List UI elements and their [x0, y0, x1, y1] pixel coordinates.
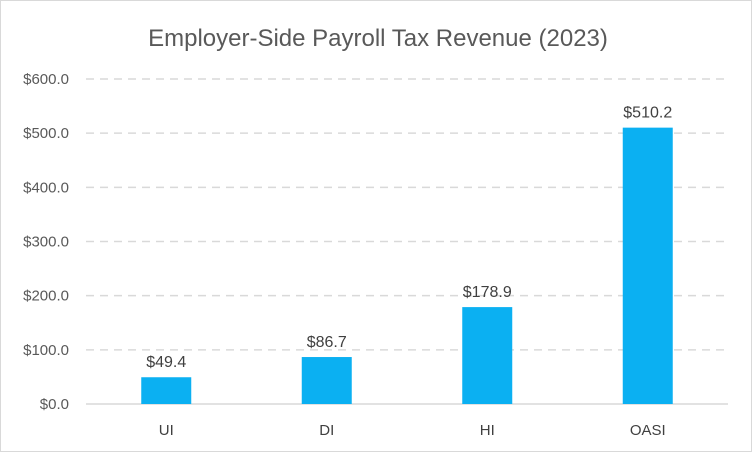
- data-label: $86.7: [307, 334, 347, 351]
- gridlines: [86, 78, 728, 351]
- y-tick-label: $500.0: [23, 125, 69, 142]
- x-category-label: HI: [480, 422, 495, 439]
- data-label: $178.9: [463, 284, 512, 301]
- x-category-label: UI: [159, 422, 174, 439]
- bar: [462, 307, 513, 404]
- data-label: $510.2: [623, 105, 672, 122]
- data-labels: $49.4 $86.7 $178.9 $510.2: [146, 105, 672, 372]
- x-axis-categories: UI DI HI OASI: [159, 422, 666, 439]
- y-tick-label: $400.0: [23, 179, 69, 196]
- x-category-label: DI: [319, 422, 334, 439]
- bar: [141, 377, 192, 404]
- y-axis-ticks: $0.0 $100.0 $200.0 $300.0 $400.0 $500.0 $600.0: [23, 71, 69, 413]
- bar: [301, 357, 352, 404]
- y-tick-label: $300.0: [23, 234, 69, 251]
- y-tick-label: $0.0: [40, 396, 69, 413]
- y-tick-label: $600.0: [23, 71, 69, 88]
- x-category-label: OASI: [630, 422, 666, 439]
- bars: [141, 127, 673, 405]
- y-tick-label: $100.0: [23, 342, 69, 359]
- data-label: $49.4: [146, 354, 186, 371]
- y-tick-label: $200.0: [23, 288, 69, 305]
- chart-title: Employer-Side Payroll Tax Revenue (2023): [148, 25, 608, 52]
- bar: [622, 127, 673, 405]
